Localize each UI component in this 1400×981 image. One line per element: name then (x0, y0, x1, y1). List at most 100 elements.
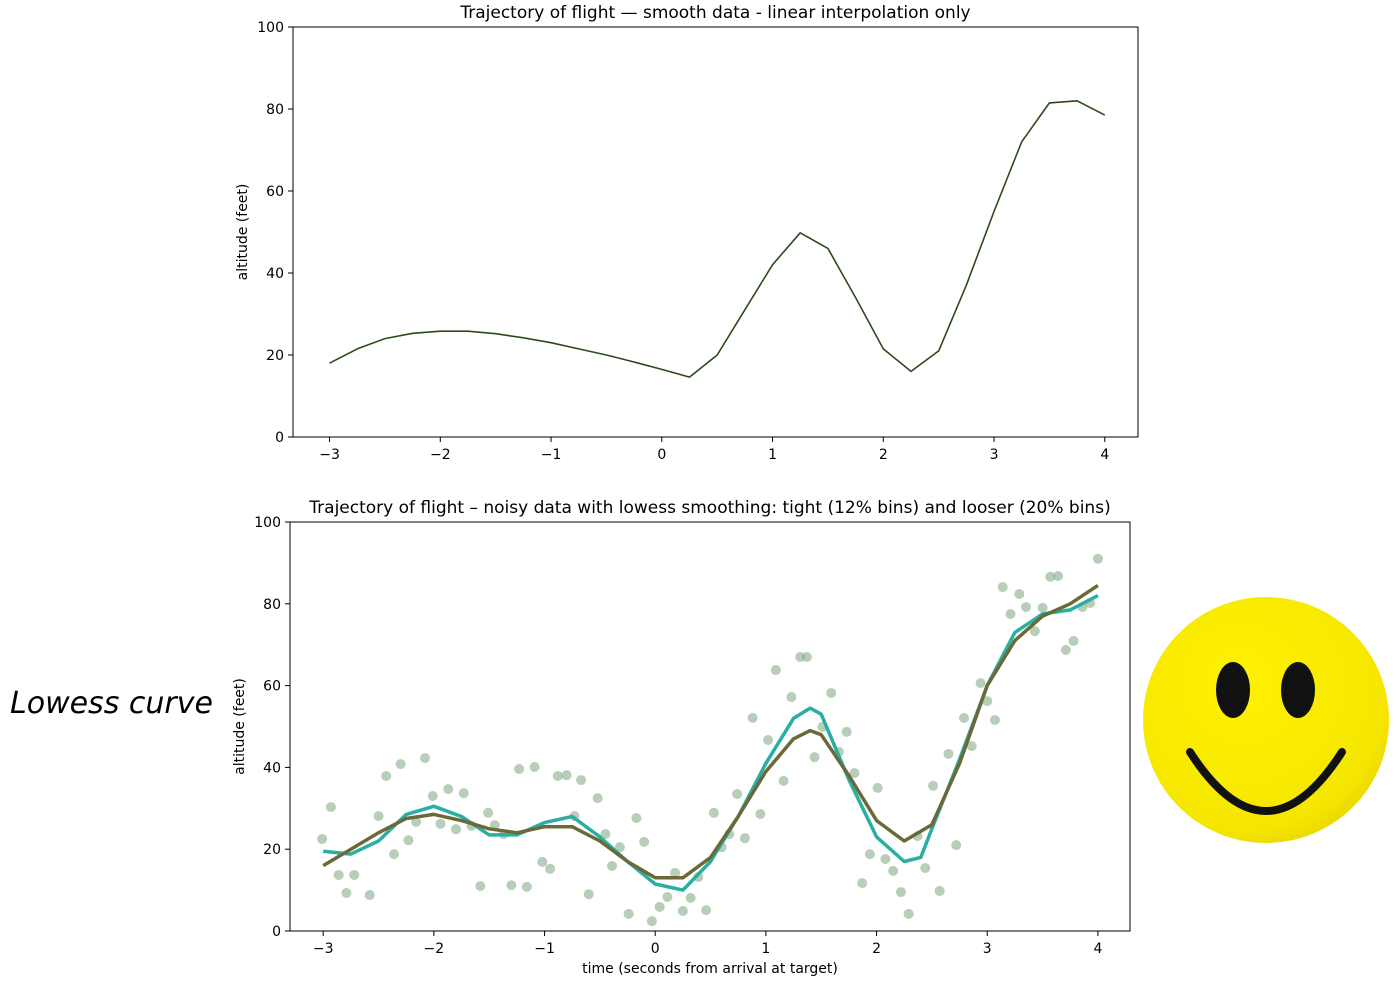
data-point (458, 788, 469, 799)
data-point (662, 892, 673, 903)
y-tick-label: 100 (257, 20, 284, 36)
data-point (739, 833, 750, 844)
data-point (373, 811, 384, 822)
y-tick-label: 80 (263, 597, 281, 613)
x-tick-label: 0 (651, 941, 660, 957)
x-tick-label: 1 (768, 447, 777, 463)
data-point (841, 726, 852, 737)
data-point (1060, 645, 1071, 656)
data-point (514, 764, 525, 775)
x-tick-label: −2 (424, 941, 445, 957)
smiley-eye (1216, 662, 1250, 718)
data-point (801, 651, 812, 662)
data-point (809, 752, 820, 763)
data-point (483, 807, 494, 818)
chart-title: Trajectory of flight — smooth data - lin… (459, 3, 970, 23)
data-point (1045, 571, 1056, 582)
x-tick-label: −1 (534, 941, 555, 957)
data-point (958, 712, 969, 723)
data-point (826, 687, 837, 698)
data-point (685, 892, 696, 903)
x-axis-label: time (seconds from arrival at target) (582, 961, 838, 977)
data-point (755, 809, 766, 820)
data-point (1014, 588, 1025, 599)
data-point (701, 905, 712, 916)
data-point (1029, 626, 1040, 637)
data-point (654, 901, 665, 912)
data-point (607, 860, 618, 871)
data-point (966, 741, 977, 752)
data-point (631, 813, 642, 824)
smiley-eye (1281, 662, 1315, 718)
y-tick-label: 0 (272, 924, 281, 940)
plot-frame (292, 26, 1139, 438)
data-point (411, 816, 422, 827)
x-tick-label: 3 (990, 447, 999, 463)
chart-title: Trajectory of flight – noisy data with l… (308, 498, 1110, 518)
data-point (583, 889, 594, 900)
data-point (545, 863, 556, 874)
data-point (576, 775, 587, 786)
data-point (623, 908, 634, 919)
y-tick-label: 60 (266, 184, 284, 200)
data-point (732, 788, 743, 799)
data-point (872, 782, 883, 793)
data-point (951, 840, 962, 851)
data-point (708, 807, 719, 818)
data-point (1092, 553, 1103, 564)
data-point (395, 759, 406, 770)
data-point (1020, 602, 1031, 613)
y-tick-label: 100 (254, 515, 281, 531)
data-point (920, 863, 931, 874)
x-tick-label: −3 (313, 941, 334, 957)
data-point (435, 818, 446, 829)
data-point (1068, 636, 1079, 647)
data-point (389, 849, 400, 860)
data-point (677, 905, 688, 916)
data-point (349, 869, 360, 880)
y-tick-label: 20 (266, 348, 284, 364)
y-axis-label: altitude (feet) (235, 184, 251, 281)
plot-frame (289, 521, 1131, 932)
data-line (323, 594, 1099, 892)
data-line (322, 583, 1099, 880)
data-point (427, 791, 438, 802)
y-tick-label: 80 (266, 102, 284, 118)
chart: Trajectory of flight – noisy data with l… (232, 498, 1131, 977)
side-label: Lowess curve (10, 686, 213, 721)
y-tick-label: 40 (266, 266, 284, 282)
data-point (849, 768, 860, 779)
smiley-mouth (1186, 748, 1346, 815)
y-tick-label: 20 (263, 842, 281, 858)
y-tick-label: 60 (263, 679, 281, 695)
y-tick-label: 0 (275, 430, 284, 446)
data-point (341, 887, 352, 898)
data-point (928, 780, 939, 791)
data-point (592, 793, 603, 804)
data-point (857, 878, 868, 889)
data-line (329, 100, 1106, 378)
data-point (552, 770, 563, 781)
data-point (325, 802, 336, 813)
smiley-face (1143, 597, 1389, 843)
data-point (451, 824, 462, 835)
smiley (1143, 597, 1389, 843)
data-point (763, 734, 774, 745)
data-point (600, 829, 611, 840)
x-tick-label: 2 (879, 447, 888, 463)
x-tick-label: −3 (319, 447, 340, 463)
y-axis-label: altitude (feet) (232, 678, 248, 775)
data-point (420, 752, 431, 763)
data-point (537, 856, 548, 867)
data-point (403, 835, 414, 846)
x-tick-label: 1 (761, 941, 770, 957)
x-tick-label: −1 (541, 447, 562, 463)
data-point (670, 867, 681, 878)
chart: Trajectory of flight — smooth data - lin… (235, 3, 1139, 463)
data-point (1037, 602, 1048, 613)
data-point (506, 880, 517, 891)
data-point (786, 692, 797, 703)
data-point (895, 887, 906, 898)
x-tick-label: 4 (1100, 447, 1109, 463)
